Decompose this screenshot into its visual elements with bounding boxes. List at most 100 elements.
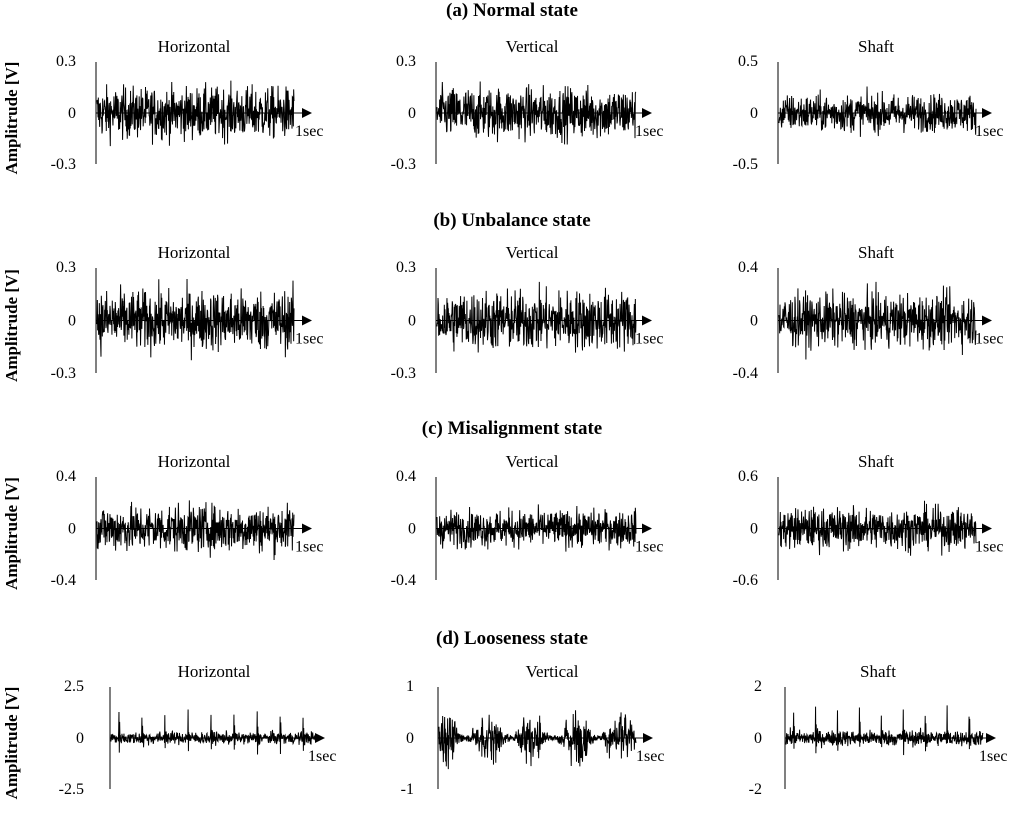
signal-trace xyxy=(436,504,637,552)
signal-trace xyxy=(96,80,295,147)
y-tick-label: 0 xyxy=(68,521,76,538)
signal-trace xyxy=(436,81,637,145)
x-axis-arrow xyxy=(642,315,652,326)
panel-title: Shaft xyxy=(858,37,894,56)
y-tick-label: 2.5 xyxy=(64,678,84,695)
panel-title: Horizontal xyxy=(158,452,231,471)
y-tick-label: 0.5 xyxy=(738,53,758,70)
x-axis-arrow xyxy=(643,733,653,743)
panel-title: Vertical xyxy=(506,37,559,56)
y-tick-label: -0.3 xyxy=(391,365,416,382)
panel-title: Horizontal xyxy=(178,662,251,681)
y-tick-label: 0.3 xyxy=(396,53,416,70)
signal-trace xyxy=(96,500,295,560)
y-tick-label: -0.4 xyxy=(391,572,416,589)
time-end-label: 1sec xyxy=(308,748,336,765)
y-tick-label: 0 xyxy=(750,313,758,330)
panel-title: Vertical xyxy=(506,243,559,262)
panel-horizontal: Horizontal 2.5 0 -2.5 1sec xyxy=(59,662,337,798)
panel-shaft: Shaft 0.5 0 -0.5 1sec xyxy=(733,37,1004,173)
panel-title: Shaft xyxy=(858,452,894,471)
signal-trace xyxy=(778,281,977,360)
y-tick-label: 1 xyxy=(406,678,414,695)
x-axis-arrow xyxy=(302,315,312,326)
time-end-label: 1sec xyxy=(979,748,1007,765)
panel-title: Horizontal xyxy=(158,243,231,262)
panel-title: Shaft xyxy=(860,662,896,681)
panel-title: Horizontal xyxy=(158,37,231,56)
time-end-label: 1sec xyxy=(975,123,1003,140)
y-tick-label: 0 xyxy=(754,730,762,747)
y-tick-label: -2.5 xyxy=(59,781,84,798)
x-axis-arrow xyxy=(982,523,992,534)
panel-shaft: Shaft 0.6 0 -0.6 1sec xyxy=(733,452,1004,589)
section-3: (d) Looseness state Amplitrude [V] Horizon… xyxy=(2,628,1007,799)
y-axis-label: Amplitrude [V] xyxy=(2,269,21,382)
time-end-label: 1sec xyxy=(635,539,663,556)
y-tick-label: 0.4 xyxy=(56,468,76,485)
y-tick-label: -2 xyxy=(749,781,762,798)
y-axis-label: Amplitrude [V] xyxy=(2,687,21,800)
panel-horizontal: Horizontal 0.3 0 -0.3 1sec xyxy=(51,37,324,173)
y-tick-label: 0.4 xyxy=(738,259,758,276)
panel-vertical: Vertical 1 0 -1 1sec xyxy=(401,662,665,798)
y-tick-label: 2 xyxy=(754,678,762,695)
y-tick-label: -0.6 xyxy=(733,572,758,589)
time-end-label: 1sec xyxy=(295,539,323,556)
signal-trace xyxy=(438,710,637,770)
x-axis-arrow xyxy=(982,108,992,118)
y-tick-label: 0.6 xyxy=(738,468,758,485)
x-axis-arrow xyxy=(302,523,312,534)
signal-trace xyxy=(785,705,984,756)
section-title: (b) Unbalance state xyxy=(433,210,590,231)
panel-shaft: Shaft 2 0 -2 1sec xyxy=(749,662,1008,798)
x-axis-arrow xyxy=(642,108,652,118)
signal-trace xyxy=(436,281,637,353)
x-axis-arrow xyxy=(986,733,996,743)
y-tick-label: -0.4 xyxy=(51,572,76,589)
time-end-label: 1sec xyxy=(295,331,323,348)
section-title: (c) Misalignment state xyxy=(422,418,602,439)
time-end-label: 1sec xyxy=(635,123,663,140)
time-end-label: 1sec xyxy=(975,539,1003,556)
y-tick-label: 0 xyxy=(750,521,758,538)
section-title: (a) Normal state xyxy=(446,0,578,21)
section-2: (c) Misalignment state Amplitrude [V] Hori… xyxy=(2,418,1003,590)
y-tick-label: -0.4 xyxy=(733,365,758,382)
y-tick-label: 0 xyxy=(408,105,416,122)
time-end-label: 1sec xyxy=(635,331,663,348)
panel-title: Vertical xyxy=(526,662,579,681)
y-axis-label: Amplitrude [V] xyxy=(2,62,21,175)
time-end-label: 1sec xyxy=(295,123,323,140)
panel-horizontal: Horizontal 0.4 0 -0.4 1sec xyxy=(51,452,324,589)
panel-shaft: Shaft 0.4 0 -0.4 1sec xyxy=(733,243,1004,382)
signal-trace xyxy=(778,86,977,137)
y-tick-label: -0.3 xyxy=(51,365,76,382)
y-tick-label: -0.3 xyxy=(391,156,416,173)
x-axis-arrow xyxy=(982,315,992,326)
panel-vertical: Vertical 0.3 0 -0.3 1sec xyxy=(391,243,664,382)
section-0: (a) Normal state Amplitrude [V] Horizontal… xyxy=(2,0,1003,174)
y-tick-label: 0.3 xyxy=(56,259,76,276)
signal-trace xyxy=(96,278,295,361)
y-tick-label: 0 xyxy=(68,105,76,122)
panel-vertical: Vertical 0.4 0 -0.4 1sec xyxy=(391,452,664,589)
y-tick-label: 0.4 xyxy=(396,468,416,485)
time-end-label: 1sec xyxy=(636,748,664,765)
y-tick-label: 0 xyxy=(750,105,758,122)
signal-trace xyxy=(778,500,977,556)
y-tick-label: 0.3 xyxy=(56,53,76,70)
y-tick-label: 0 xyxy=(68,313,76,330)
panel-horizontal: Horizontal 0.3 0 -0.3 1sec xyxy=(51,243,324,382)
panel-title: Shaft xyxy=(858,243,894,262)
time-end-label: 1sec xyxy=(975,331,1003,348)
y-tick-label: 0 xyxy=(408,521,416,538)
y-tick-label: 0 xyxy=(76,730,84,747)
y-axis-label: Amplitrude [V] xyxy=(2,477,21,590)
y-tick-label: -0.3 xyxy=(51,156,76,173)
x-axis-arrow xyxy=(642,523,652,534)
section-title: (d) Looseness state xyxy=(436,628,588,649)
y-tick-label: 0 xyxy=(408,313,416,330)
y-tick-label: 0.3 xyxy=(396,259,416,276)
